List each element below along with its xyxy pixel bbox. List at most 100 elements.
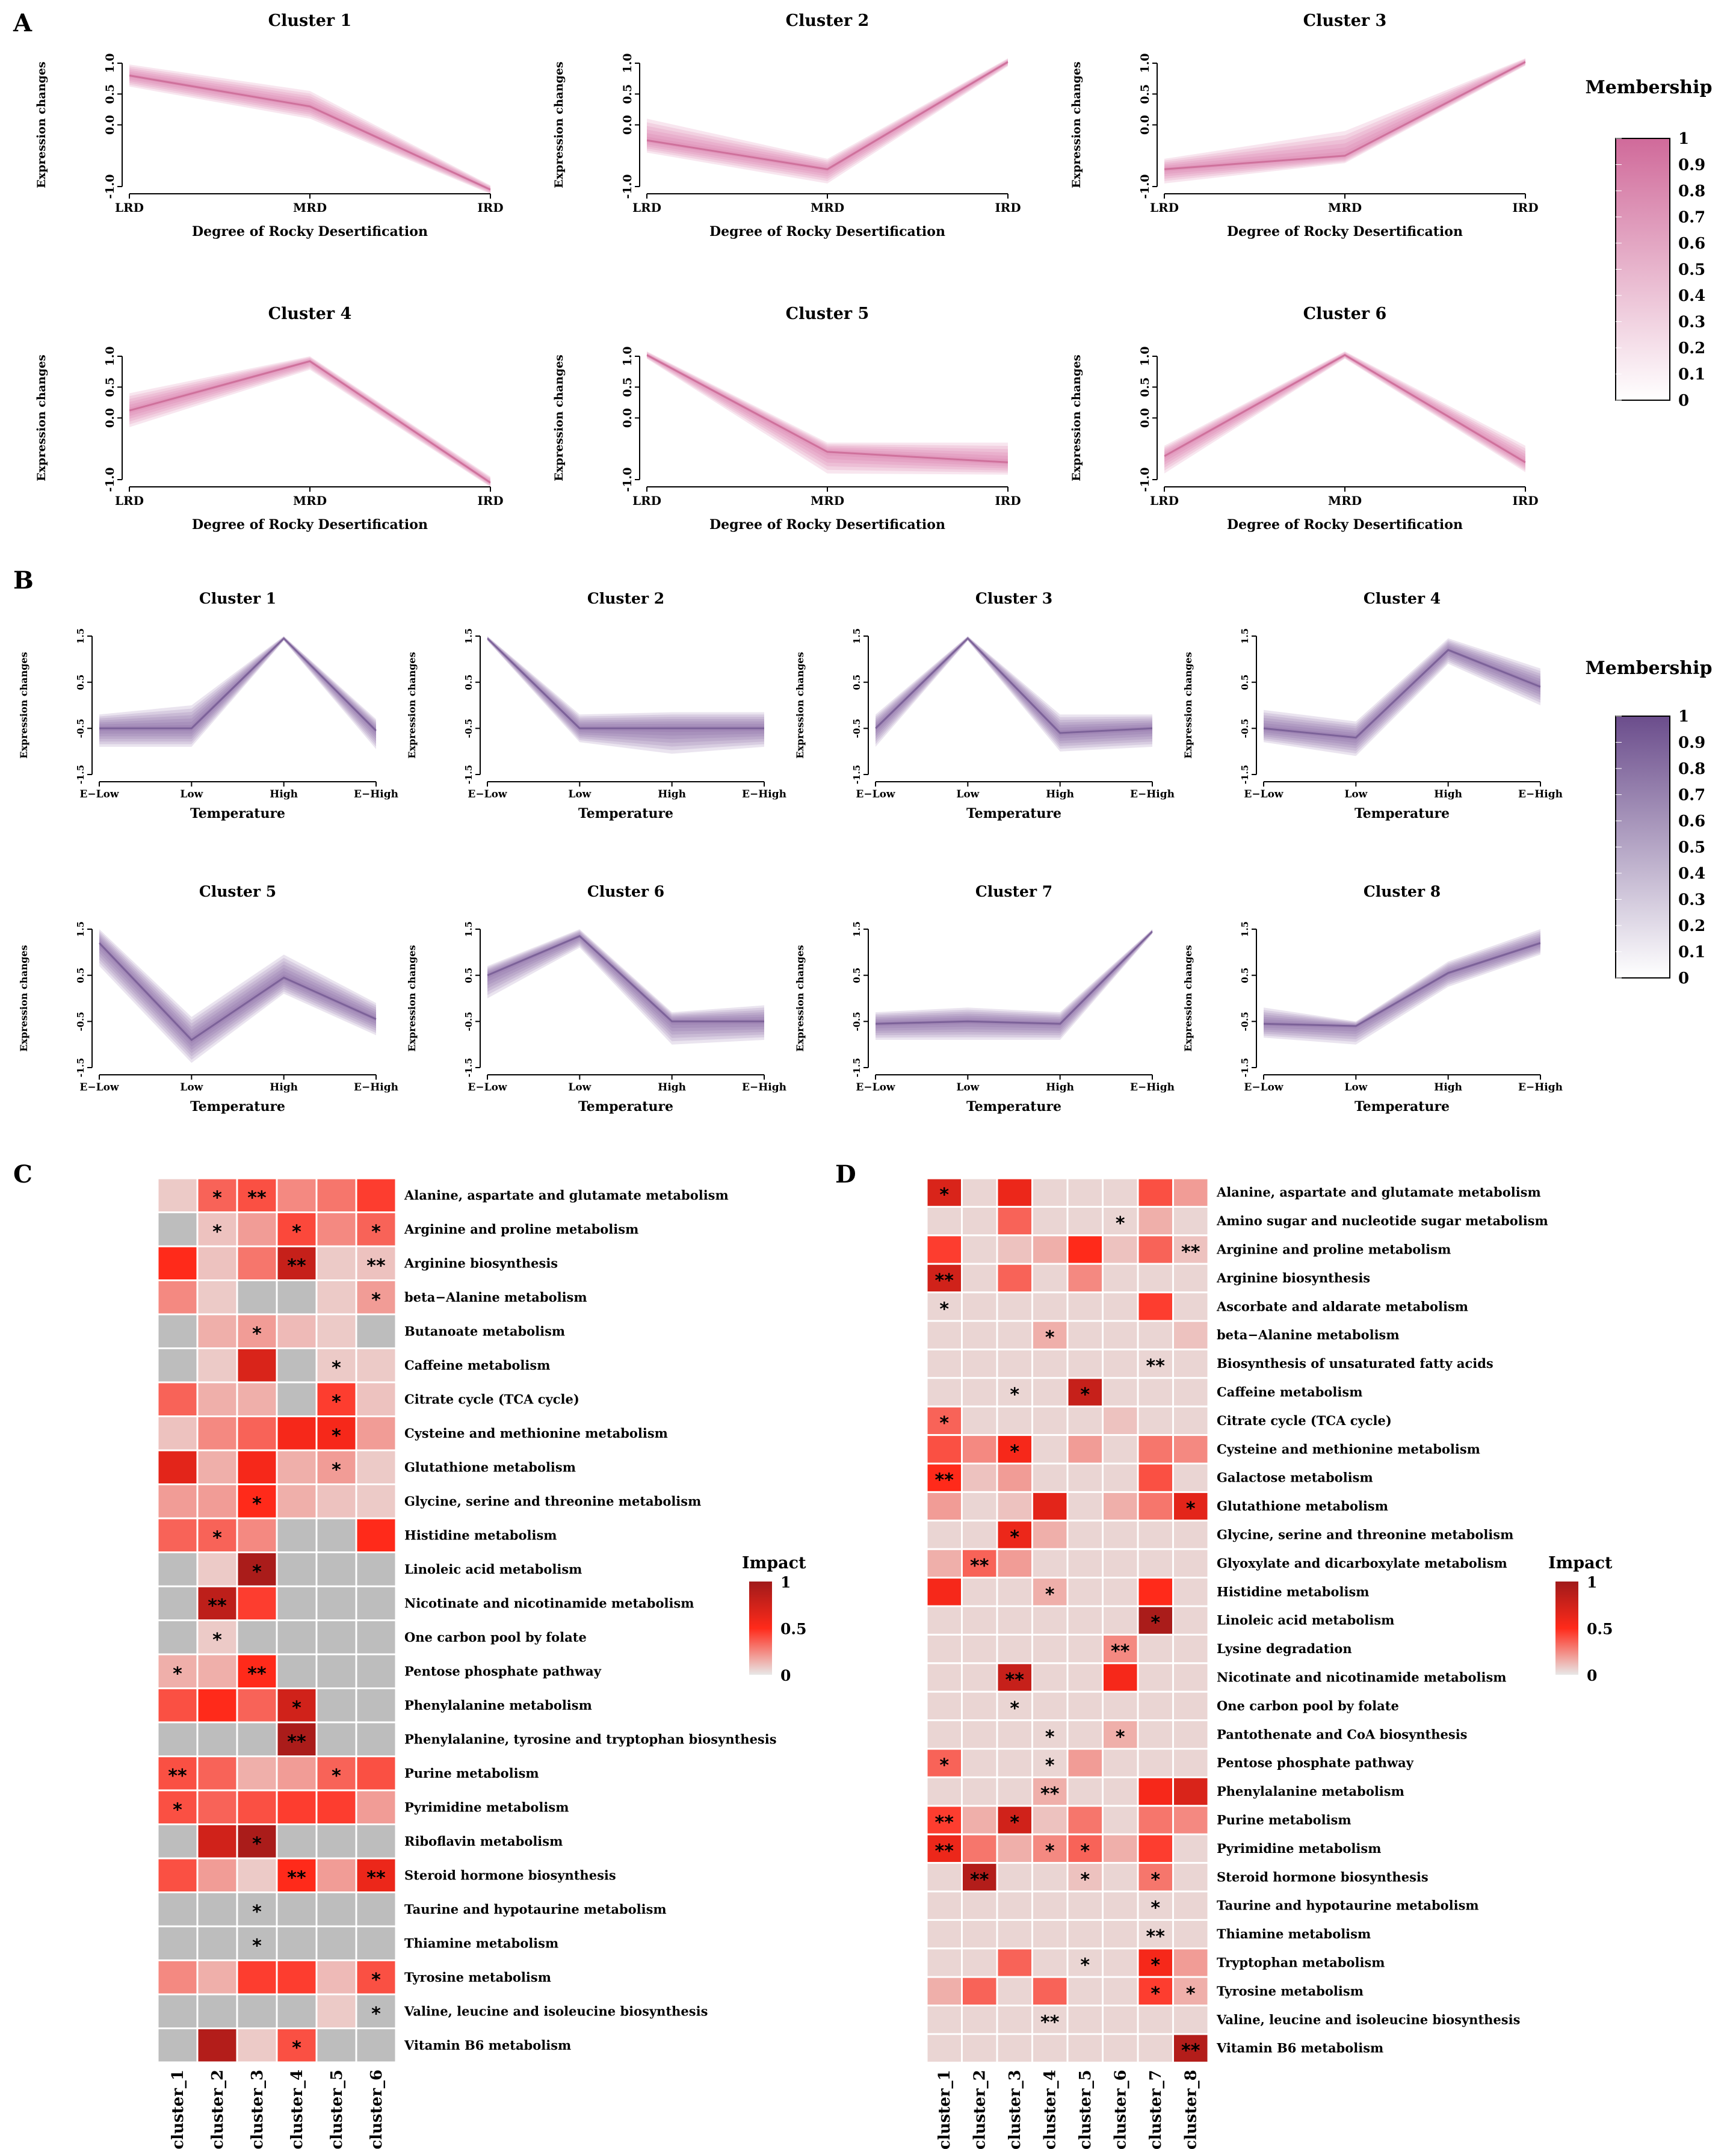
x-tick-label: IRD xyxy=(477,493,503,508)
heatmap-cell xyxy=(1172,1605,1209,1636)
y-tick-label: 0.5 xyxy=(621,84,634,104)
series-line xyxy=(1164,354,1526,463)
heatmap-cell xyxy=(1172,1291,1209,1322)
cluster-title: Cluster 1 xyxy=(268,11,352,30)
cluster-plot: Cluster 8 E−Low Low High E−High -1.5 -0.5 0.5 1.… xyxy=(1182,883,1563,1115)
heatmap-cell xyxy=(156,1313,199,1349)
legend-colorbar xyxy=(1555,1582,1578,1675)
heatmap-row: ** * Purine metabolism xyxy=(925,1805,1351,1835)
cluster-title: Cluster 6 xyxy=(587,883,664,900)
row-label: Arginine and proline metabolism xyxy=(1216,1242,1451,1257)
heatmap-cell xyxy=(1066,1776,1104,1807)
legend-tick-label: 0.7 xyxy=(1678,209,1705,227)
row-label: Ascorbate and aldarate metabolism xyxy=(1216,1299,1468,1314)
row-label: Vitamin B6 metabolism xyxy=(404,2038,571,2053)
heatmap-cell xyxy=(315,1211,357,1248)
significance-marker: * xyxy=(292,2038,301,2059)
heatmap-cell xyxy=(925,1633,963,1665)
heatmap-cell xyxy=(276,1653,318,1689)
x-tick-label: Low xyxy=(180,788,203,800)
legend-tick-label: 0.9 xyxy=(1678,734,1705,752)
row-label: Phenylalanine, tyrosine and tryptophan b… xyxy=(404,1731,777,1746)
y-tick-label: -0.5 xyxy=(1240,1012,1250,1031)
heatmap-cell xyxy=(1137,1205,1174,1237)
heatmap-cell xyxy=(196,1755,238,1792)
heatmap-cell xyxy=(1172,1805,1209,1835)
heatmap-cell xyxy=(1102,1320,1139,1350)
cluster-plot: Cluster 6 LRD MRD IRD -1.0 0.0 0.5 1.0 Degree of… xyxy=(1070,305,1539,533)
heatmap-cell xyxy=(355,1721,397,1757)
heatmap-cell xyxy=(925,1462,963,1493)
heatmap-cell xyxy=(996,1462,1033,1493)
heatmap-cell xyxy=(315,1381,357,1417)
heatmap-cell xyxy=(236,1857,278,1893)
y-tick-label: -1.0 xyxy=(103,175,117,199)
row-label: Pyrimidine metabolism xyxy=(1217,1841,1381,1856)
y-axis-label: Expression changes xyxy=(35,354,48,481)
y-tick-label: 0.5 xyxy=(1240,968,1250,983)
heatmap-row: ** Vitamin B6 metabolism xyxy=(925,2033,1383,2064)
row-label: Amino sugar and nucleotide sugar metabol… xyxy=(1216,1213,1548,1228)
heatmap-row: * Glycine, serine and threonine metabolis… xyxy=(156,1483,701,1520)
heatmap-cell xyxy=(1031,1605,1069,1636)
heatmap-row: ** Phenylalanine, tyrosine and tryptophan… xyxy=(156,1721,777,1757)
y-axis-label: Expression changes xyxy=(1070,61,1083,188)
membership-band xyxy=(129,359,490,485)
y-tick-label: 1.0 xyxy=(621,53,634,73)
heatmap-cell xyxy=(196,1789,238,1825)
heatmap-row: * Thiamine metabolism xyxy=(156,1925,558,1961)
heatmap-cell xyxy=(1137,1633,1174,1665)
heatmap-cell xyxy=(355,1483,397,1520)
heatmap-cell xyxy=(996,1833,1033,1864)
membership-band xyxy=(1164,60,1525,177)
row-label: Histidine metabolism xyxy=(404,1527,557,1542)
membership-band xyxy=(487,637,764,736)
membership-band xyxy=(1164,60,1525,175)
heatmap-cell xyxy=(196,1381,238,1417)
heatmap-cell xyxy=(1102,1862,1139,1893)
heatmap-cell xyxy=(355,1755,397,1792)
series-line xyxy=(486,637,764,729)
series-line xyxy=(487,935,764,1022)
heatmap-cell xyxy=(996,1548,1033,1579)
significance-marker: ** xyxy=(1146,1356,1166,1377)
heatmap-cell xyxy=(961,1405,998,1436)
heatmap-cell xyxy=(961,1662,998,1693)
y-tick-label: 0.5 xyxy=(463,968,474,983)
panel-d-heatmap: * Alanine, aspartate and glutamate metabo… xyxy=(925,1177,1613,2149)
significance-marker: * xyxy=(332,1766,341,1787)
heatmap-cell xyxy=(355,1279,397,1316)
significance-marker: * xyxy=(332,1426,341,1447)
heatmap-cell xyxy=(1137,1405,1174,1436)
row-label: Glycine, serine and threonine metabolism xyxy=(404,1494,701,1509)
heatmap-row: ** Arginine biosynthesis xyxy=(925,1263,1370,1294)
x-axis-label: Degree of Rocky Desertification xyxy=(192,517,428,533)
heatmap-cell xyxy=(276,2027,318,2064)
heatmap-cell xyxy=(1102,1919,1139,1950)
heatmap-cell xyxy=(925,1776,963,1807)
heatmap-cell xyxy=(315,1789,357,1825)
column-label: cluster_8 xyxy=(1182,2070,1200,2149)
membership-band xyxy=(487,637,764,743)
y-tick-label: 0.0 xyxy=(1138,115,1152,135)
cluster-title: Cluster 6 xyxy=(1303,305,1387,323)
heatmap-cell xyxy=(355,1891,397,1928)
significance-marker: * xyxy=(371,2003,381,2024)
heatmap-cell xyxy=(1031,1263,1069,1294)
cluster-plot: Cluster 1 LRD MRD IRD -1.0 0.0 0.5 1.0 Degree of… xyxy=(35,11,504,240)
cluster-plot: Cluster 2 E−Low Low High E−High -1.5 -0.5 0.5 1.… xyxy=(406,590,786,821)
heatmap-row: ** Glyoxylate and dicarboxylate metabolis… xyxy=(925,1548,1507,1579)
heatmap-cell xyxy=(1066,1320,1104,1350)
x-tick-label: E−High xyxy=(1130,788,1175,800)
significance-marker: * xyxy=(1116,1727,1125,1748)
y-tick-label: 0.5 xyxy=(851,675,862,690)
legend-tick-label: 0.6 xyxy=(1678,235,1705,253)
membership-band xyxy=(1264,643,1540,749)
heatmap-cell xyxy=(196,1551,238,1588)
x-tick-label: Low xyxy=(568,1081,591,1093)
x-tick-label: High xyxy=(658,788,686,800)
y-axis-label: Expression changes xyxy=(406,945,418,1051)
x-axis-label: Temperature xyxy=(1355,806,1450,821)
significance-marker: * xyxy=(1080,1955,1090,1976)
significance-marker: * xyxy=(173,1799,182,1820)
